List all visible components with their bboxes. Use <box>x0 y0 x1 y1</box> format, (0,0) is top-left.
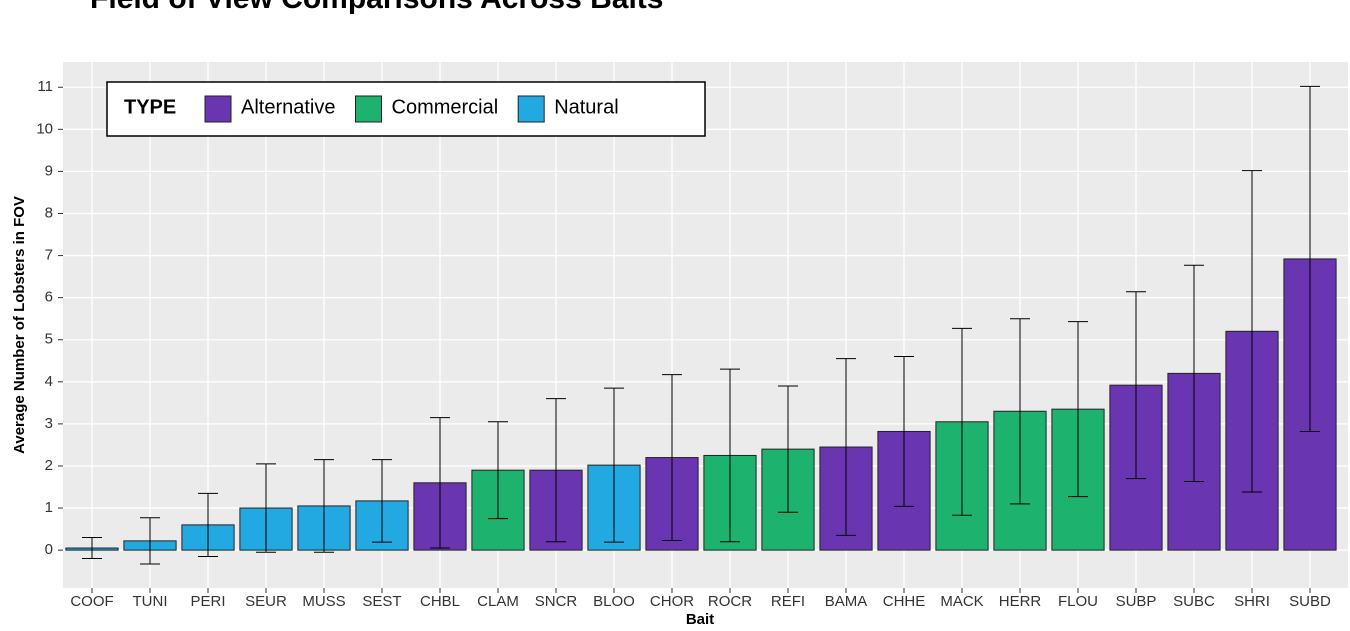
error-bar <box>720 368 740 543</box>
x-tick-label: SUBD <box>1289 593 1331 610</box>
error-bar <box>140 517 160 565</box>
x-tick-label: SEUR <box>245 593 287 610</box>
x-tick-label: MACK <box>940 593 983 610</box>
legend-label: Natural <box>554 96 618 118</box>
error-bar <box>894 356 914 507</box>
bars <box>65 85 1337 565</box>
chart-title: Field of View Comparisons Across Baits <box>90 0 664 15</box>
error-bar <box>1068 321 1088 498</box>
x-tick-label: HERR <box>999 593 1042 610</box>
error-bar <box>488 421 508 520</box>
y-tick-label: 9 <box>45 162 53 179</box>
x-tick-label: BLOO <box>593 593 635 610</box>
legend-label: Alternative <box>241 96 336 118</box>
x-tick-label: FLOU <box>1058 593 1098 610</box>
x-tick-label: TUNI <box>133 593 168 610</box>
error-bar <box>662 374 682 541</box>
x-tick-label: SEST <box>362 593 401 610</box>
legend-swatch <box>204 95 232 123</box>
error-bar <box>604 387 624 543</box>
y-tick-label: 6 <box>45 289 53 306</box>
error-bar <box>1300 85 1320 432</box>
y-axis-title: Average Number of Lobsters in FOV <box>11 196 28 454</box>
x-tick-label: CHOR <box>650 593 694 610</box>
error-bar <box>836 358 856 536</box>
error-bar <box>778 385 798 513</box>
x-tick-label: CHBL <box>420 593 460 610</box>
error-bar <box>198 492 218 557</box>
x-tick-label: MUSS <box>302 593 345 610</box>
x-tick-label: PERI <box>190 593 225 610</box>
legend-swatch <box>355 95 382 123</box>
x-tick-label: BAMA <box>825 593 868 610</box>
legend-label: Commercial <box>392 96 499 118</box>
error-bar <box>82 537 102 560</box>
x-tick-label: CLAM <box>477 593 519 610</box>
x-tick-label: SHRI <box>1234 593 1270 610</box>
x-tick-label: ROCR <box>708 593 752 610</box>
x-tick-label: CHHE <box>883 593 926 610</box>
error-bar <box>546 398 566 543</box>
y-tick-label: 7 <box>45 247 53 264</box>
x-tick-label: REFI <box>771 593 805 610</box>
legend-title: TYPE <box>124 96 176 118</box>
y-tick-label: 5 <box>45 331 53 348</box>
error-bar <box>1126 291 1146 480</box>
y-tick-label: 0 <box>45 541 53 558</box>
error-bar <box>952 327 972 516</box>
y-tick-label: 3 <box>45 415 53 432</box>
error-bar <box>314 459 334 553</box>
x-tick-label: SUBC <box>1173 593 1215 610</box>
y-tick-label: 2 <box>45 457 53 474</box>
y-tick-label: 8 <box>45 204 53 221</box>
error-bar <box>430 417 450 549</box>
x-tick-label: SNCR <box>535 593 578 610</box>
x-tick-label: SUBP <box>1116 593 1157 610</box>
y-tick-label: 4 <box>45 373 53 390</box>
legend-swatch <box>517 95 545 123</box>
error-bar <box>1242 170 1262 493</box>
error-bar <box>1010 318 1030 505</box>
y-tick-label: 1 <box>45 499 53 516</box>
x-tick-label: COOF <box>70 593 113 610</box>
x-axis-title: Bait <box>686 611 714 628</box>
y-tick-label: 10 <box>36 120 53 137</box>
y-tick-label: 11 <box>37 78 53 95</box>
error-bar <box>256 463 276 553</box>
error-bar <box>372 459 392 543</box>
error-bar <box>1184 264 1204 483</box>
